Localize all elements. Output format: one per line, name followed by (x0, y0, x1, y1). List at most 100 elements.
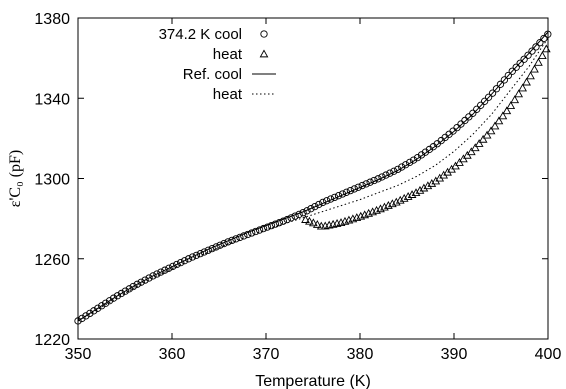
data-point-1-46 (482, 130, 492, 139)
data-point-1-49 (494, 116, 504, 125)
data-point-1-56 (522, 77, 531, 86)
x-tick-label-4: 390 (441, 346, 468, 363)
data-point-0-4 (90, 307, 98, 315)
data-point-0-3 (86, 309, 94, 318)
data-point-1-0 (301, 215, 310, 223)
legend-label-cool-374: 374.2 K cool (159, 26, 242, 43)
legend: 374.2 K cool heat Ref. cool heat (159, 26, 276, 103)
data-point-0-13 (125, 285, 133, 293)
data-point-0-98 (461, 116, 469, 125)
data-point-1-23 (391, 197, 401, 206)
y-tick-label-4: 1380 (34, 11, 70, 28)
data-point-0-18 (145, 274, 153, 282)
data-point-1-61 (541, 44, 551, 53)
data-point-1-30 (419, 183, 429, 192)
data-point-0-99 (465, 113, 473, 121)
data-point-0-103 (480, 97, 489, 105)
data-point-0-109 (504, 71, 512, 80)
data-point-0-113 (520, 55, 528, 63)
data-point-0-30 (192, 251, 201, 259)
data-point-1-29 (415, 185, 425, 194)
data-point-0-11 (117, 289, 126, 298)
data-point-0-6 (98, 302, 106, 310)
data-point-0-21 (157, 268, 165, 276)
data-point-0-31 (196, 250, 205, 258)
data-point-0-102 (477, 101, 485, 109)
y-tick-label-2: 1300 (34, 172, 70, 189)
data-point-1-27 (407, 190, 417, 198)
data-point-0-105 (488, 89, 497, 97)
y-tick-label-3: 1340 (34, 91, 70, 108)
data-point-0-19 (149, 272, 157, 280)
x-tick-label-1: 360 (159, 346, 186, 363)
legend-marker-1 (259, 49, 269, 58)
data-point-1-2 (309, 218, 318, 227)
data-point-0-96 (453, 123, 461, 132)
data-point-0-48 (263, 223, 272, 231)
data-point-1-26 (403, 191, 413, 200)
data-point-1-54 (514, 89, 524, 98)
x-axis-title: Temperature (K) (255, 373, 371, 389)
data-point-0-114 (524, 51, 532, 59)
data-point-1-58 (530, 64, 539, 73)
data-point-0-49 (267, 221, 276, 230)
plot-marks (74, 30, 552, 325)
data-point-1-18 (372, 205, 381, 214)
y-tick-label-1: 1260 (34, 252, 70, 269)
data-point-0-33 (204, 246, 212, 254)
axis-ticks: 350 360 370 380 390 400 1220 1260 1300 1340 1380 (34, 11, 561, 363)
data-point-1-28 (411, 188, 421, 197)
data-point-0-115 (528, 47, 536, 55)
data-point-0-53 (283, 215, 291, 224)
data-point-0-43 (244, 230, 252, 239)
legend-label-ref-heat: heat (213, 86, 243, 103)
data-point-0-106 (492, 85, 501, 93)
data-point-0-5 (94, 304, 102, 312)
data-point-0-111 (512, 63, 520, 71)
data-point-0-59 (307, 205, 315, 213)
data-point-0-104 (484, 93, 493, 101)
data-point-0-45 (252, 227, 260, 236)
series-line-2 (77, 31, 549, 322)
data-point-0-20 (153, 270, 161, 278)
data-point-0-110 (508, 67, 516, 75)
data-point-1-44 (474, 139, 484, 147)
data-point-0-44 (248, 229, 256, 237)
data-point-1-59 (534, 57, 543, 66)
data-point-1-48 (490, 121, 500, 130)
data-point-0-83 (402, 161, 410, 169)
data-point-0-47 (259, 224, 268, 233)
data-point-0-14 (129, 282, 137, 291)
data-point-0-118 (540, 34, 548, 43)
data-point-0-108 (500, 76, 509, 84)
x-tick-label-2: 370 (253, 346, 280, 363)
series-2 (77, 31, 549, 322)
data-point-0-61 (315, 200, 323, 209)
data-point-0-50 (271, 220, 280, 228)
data-point-0-46 (255, 226, 264, 234)
legend-marker-0 (260, 30, 268, 38)
data-point-1-24 (395, 195, 405, 204)
series-1 (301, 44, 551, 230)
data-point-0-23 (165, 264, 173, 272)
data-point-1-51 (502, 106, 512, 115)
data-point-0-82 (398, 163, 406, 171)
data-point-1-21 (384, 200, 393, 209)
data-point-1-43 (470, 143, 480, 152)
data-point-0-85 (409, 156, 418, 164)
data-point-0-51 (275, 219, 283, 227)
data-point-1-20 (380, 202, 389, 211)
data-point-0-1 (78, 314, 86, 323)
data-point-0-60 (311, 202, 319, 211)
data-point-0-52 (279, 217, 287, 225)
data-point-0-29 (188, 253, 197, 261)
x-tick-label-5: 400 (535, 346, 562, 363)
data-point-0-100 (469, 109, 477, 117)
x-tick-label-3: 380 (347, 346, 374, 363)
data-point-0-7 (101, 299, 110, 307)
data-point-1-45 (478, 134, 488, 143)
data-point-0-32 (200, 248, 208, 256)
data-point-0-116 (532, 43, 540, 51)
data-point-1-42 (466, 147, 476, 156)
data-point-1-31 (423, 181, 433, 190)
